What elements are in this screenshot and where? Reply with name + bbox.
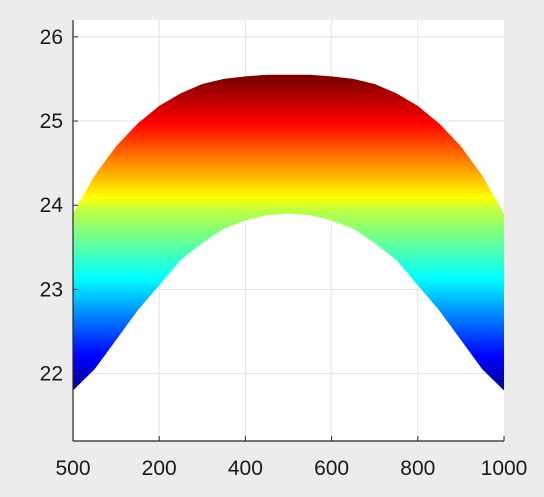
- y-tick-label: 24: [40, 194, 64, 217]
- x-tick-label: 500: [55, 457, 90, 480]
- axis-ticks: [72, 36, 505, 441]
- y-tick-label: 26: [40, 26, 63, 49]
- x-tick-label: 400: [228, 457, 263, 480]
- tick-labels: 500 200 400 600 800 1000 22 23 24 25 26: [40, 26, 528, 480]
- x-tick-label: 200: [142, 457, 177, 480]
- data-marks: [73, 74, 504, 391]
- y-tick-label: 23: [40, 278, 63, 301]
- data-band: [73, 74, 504, 391]
- y-tick-label: 22: [40, 363, 63, 386]
- x-tick-label: 600: [314, 457, 349, 480]
- y-tick-label: 25: [40, 110, 63, 133]
- x-tick-label: 1000: [481, 457, 528, 480]
- x-tick-label: 800: [400, 457, 435, 480]
